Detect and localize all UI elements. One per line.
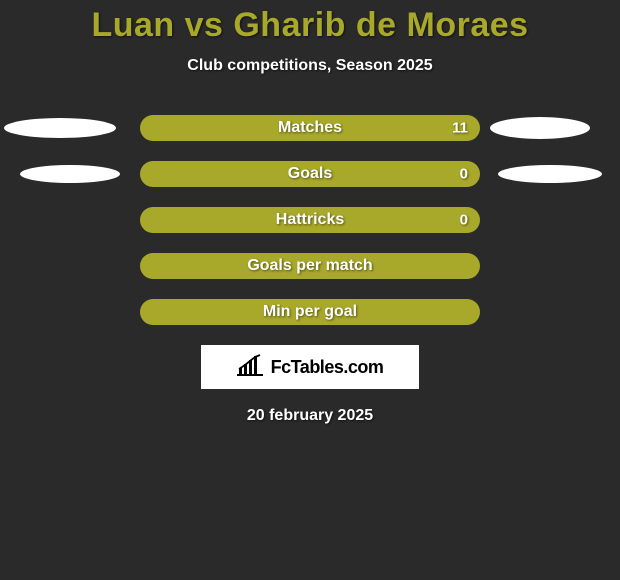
stat-label: Hattricks	[276, 211, 344, 229]
stat-bar: Matches 11	[140, 115, 480, 141]
stat-label: Min per goal	[263, 303, 357, 321]
left-ellipse	[20, 165, 120, 183]
right-ellipse	[498, 165, 602, 183]
page-subtitle: Club competitions, Season 2025	[0, 57, 620, 75]
stat-bar: Min per goal	[140, 299, 480, 325]
stat-row: Hattricks 0	[0, 207, 620, 233]
stat-label: Matches	[278, 119, 342, 137]
chart-icon	[237, 354, 263, 381]
stat-value: 0	[460, 166, 468, 183]
date-text: 20 february 2025	[0, 407, 620, 425]
left-ellipse	[4, 118, 116, 138]
stat-value: 11	[452, 120, 468, 137]
stat-bar: Hattricks 0	[140, 207, 480, 233]
stat-bar: Goals 0	[140, 161, 480, 187]
right-ellipse	[490, 117, 590, 139]
stat-bar: Goals per match	[140, 253, 480, 279]
stats-container: Luan vs Gharib de Moraes Club competitio…	[0, 0, 620, 425]
stat-row: Goals 0	[0, 161, 620, 187]
stat-row: Matches 11	[0, 115, 620, 141]
stat-label: Goals	[288, 165, 332, 183]
logo-box: FcTables.com	[201, 345, 419, 389]
stat-row: Min per goal	[0, 299, 620, 325]
logo-text: FcTables.com	[271, 357, 384, 378]
stat-label: Goals per match	[247, 257, 372, 275]
stat-value: 0	[460, 212, 468, 229]
stat-row: Goals per match	[0, 253, 620, 279]
stat-rows: Matches 11 Goals 0 Hattricks 0 Goals per match…	[0, 115, 620, 325]
page-title: Luan vs Gharib de Moraes	[0, 6, 620, 45]
